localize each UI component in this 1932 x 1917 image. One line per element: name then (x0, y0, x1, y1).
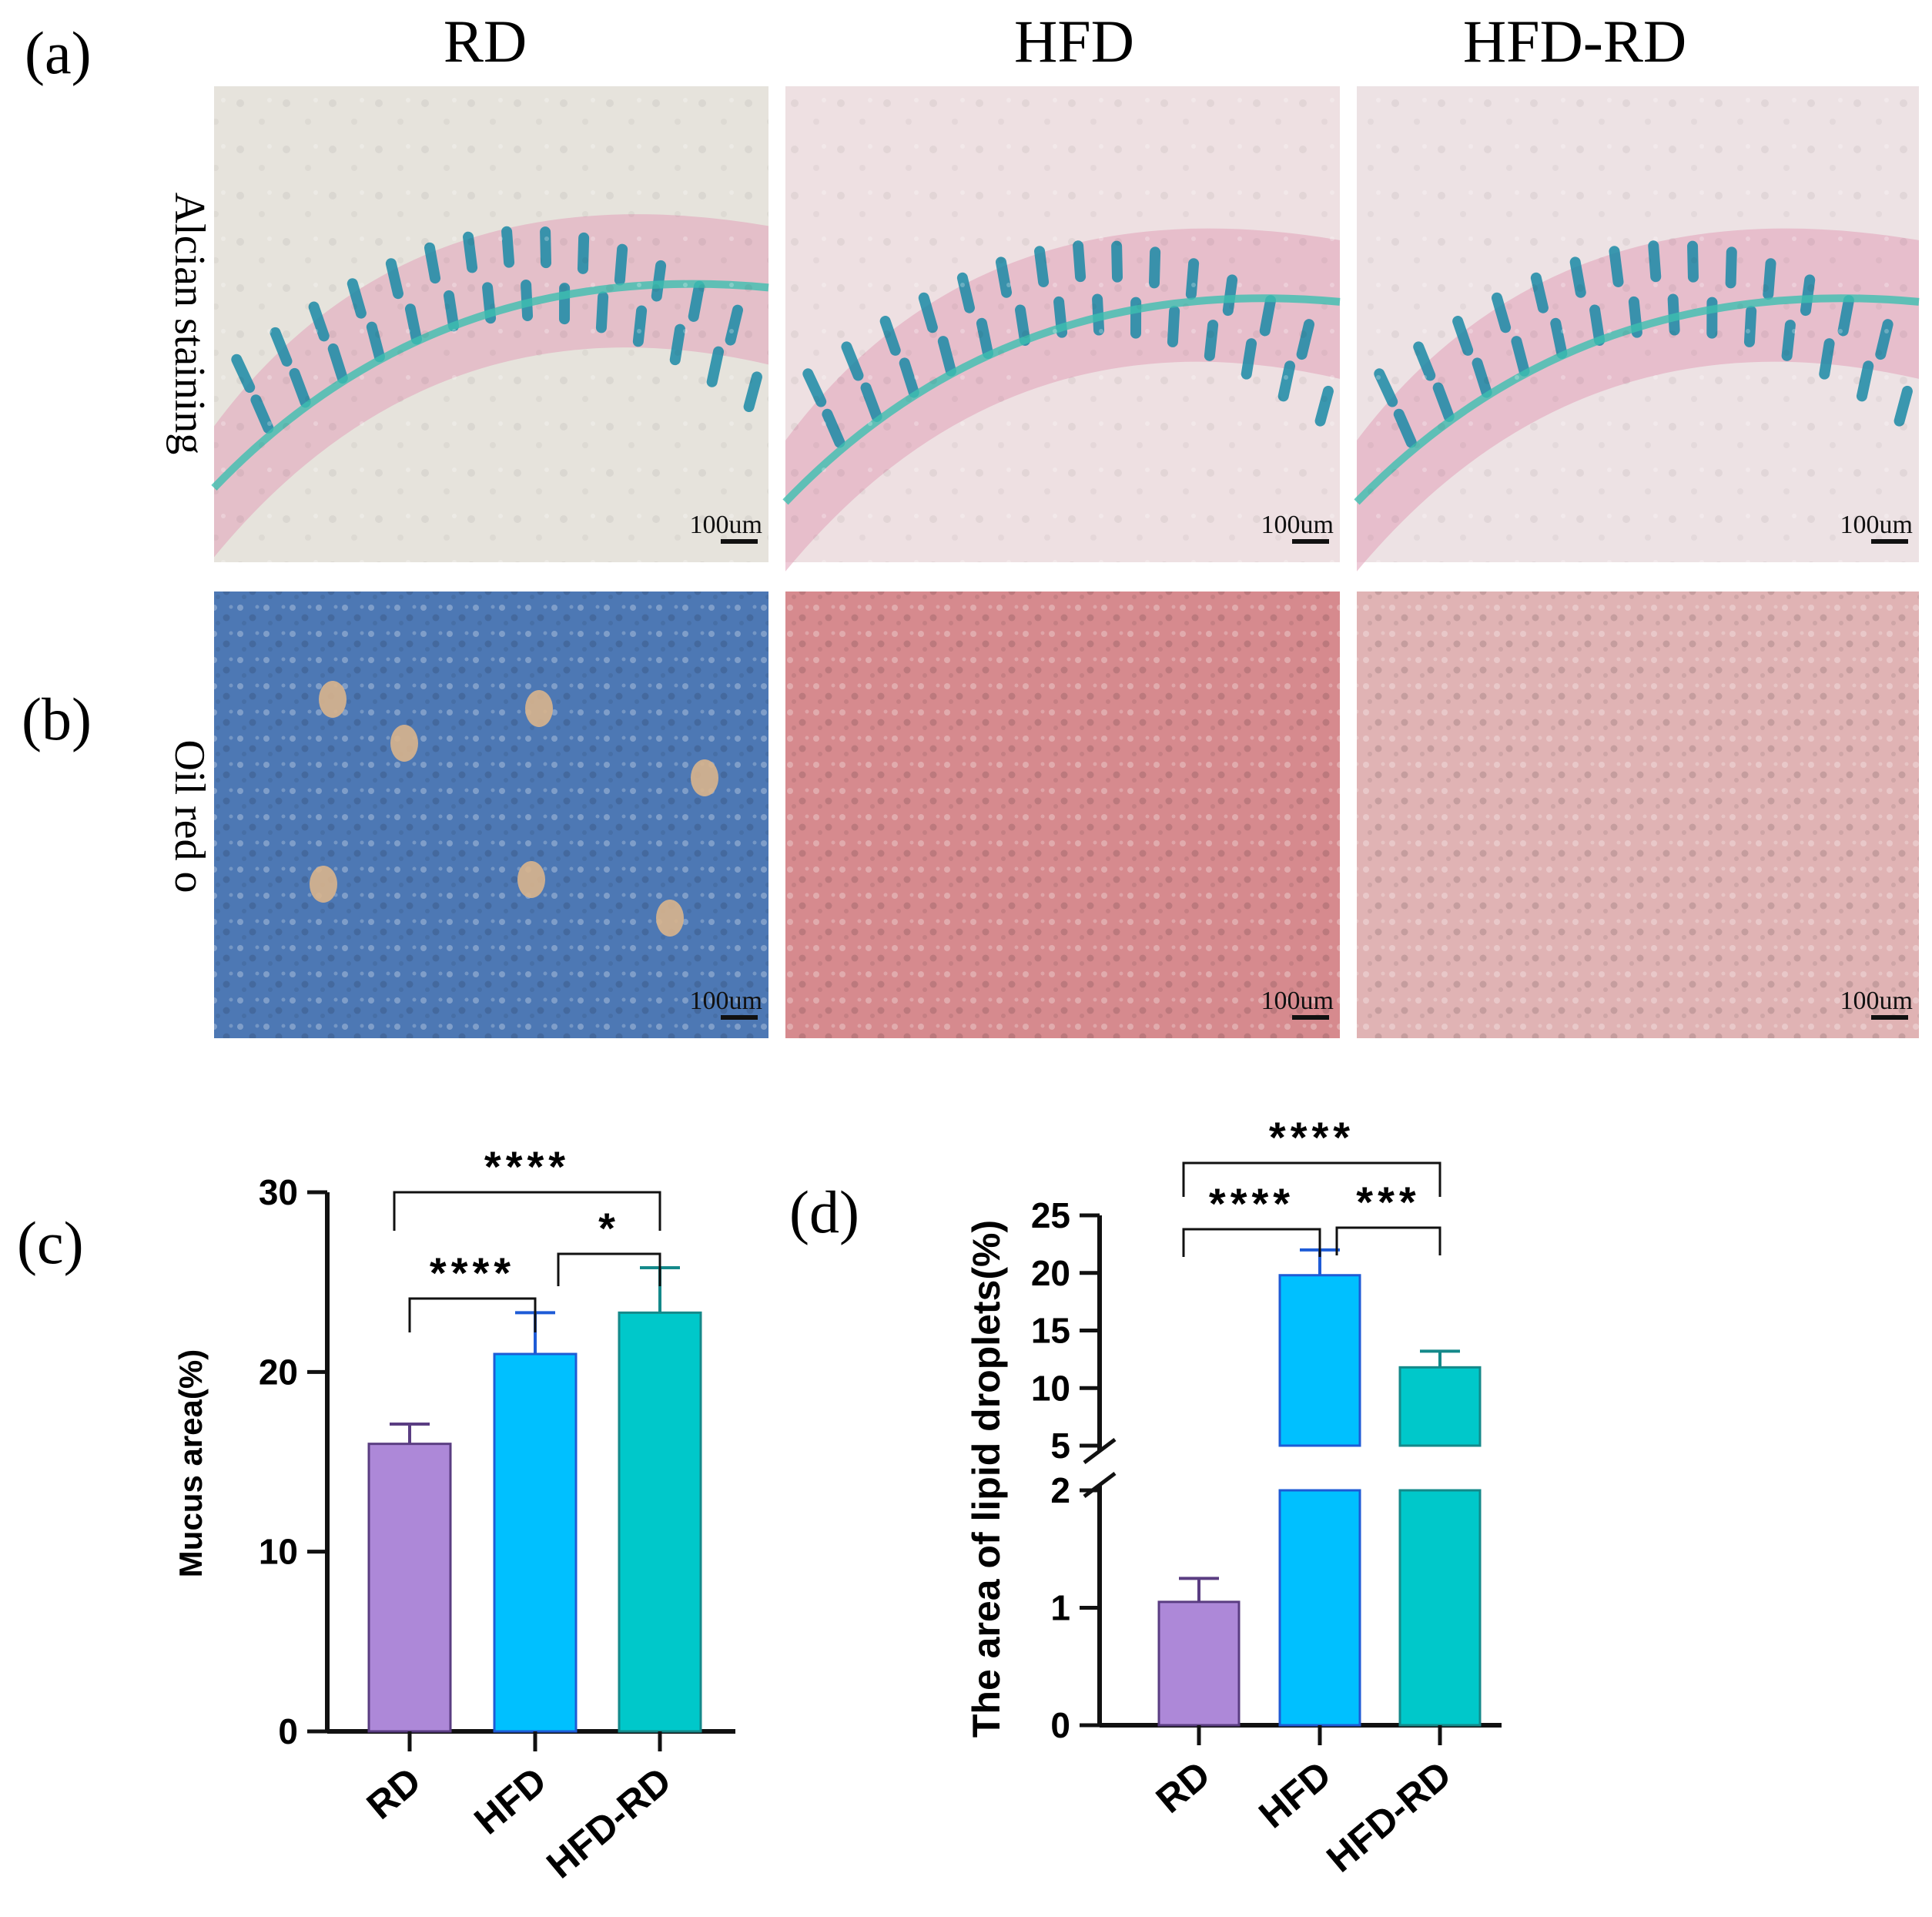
significance-bracket (557, 1252, 661, 1286)
bar-rd (367, 1443, 452, 1733)
alcian-panel-hfd-rd: 100um (1354, 86, 1920, 571)
significance-label: * (598, 1204, 620, 1252)
bar-upper-hfd (1278, 1274, 1361, 1447)
y-tick-label: 10 (1031, 1368, 1070, 1408)
panel-label-b: (b) (22, 685, 92, 752)
y-tick-label: 20 (1031, 1253, 1070, 1293)
alcian-texture-overlay (1357, 86, 1919, 562)
oilred-vessel (517, 861, 545, 898)
scale-bar (1292, 539, 1329, 544)
column-header-rd: RD (444, 8, 527, 75)
oilred-texture-overlay (214, 592, 768, 1038)
oilred-texture-overlay (785, 592, 1340, 1038)
oilred-panel-hfd: 100um (785, 592, 1340, 1038)
bar-rd (1157, 1600, 1241, 1727)
significance-label: *** (1356, 1178, 1420, 1226)
significance-bracket (1182, 1161, 1441, 1197)
oilred-texture-overlay (1357, 592, 1919, 1038)
oilred-panel-rd: 100um (214, 592, 768, 1038)
bar-upper-hfd-rd (1398, 1366, 1482, 1447)
oilred-vessel (390, 725, 418, 762)
x-tick-label-hfd: HFD (1251, 1753, 1339, 1837)
panel-label-d: (d) (789, 1178, 859, 1245)
bar-hfd (493, 1352, 578, 1733)
significance-bracket (1182, 1228, 1321, 1257)
x-tick-label-hfd-rd: HFD-RD (538, 1759, 679, 1887)
scale-bar-label: 100um (1840, 987, 1913, 1015)
x-tick-label-hfd: HFD (466, 1759, 554, 1843)
significance-label: **** (430, 1248, 515, 1297)
x-tick-label-hfd-rd: HFD-RD (1318, 1753, 1459, 1881)
row-label-oilred: Oil red o (166, 739, 213, 893)
significance-bracket (408, 1297, 537, 1332)
scale-bar-label: 100um (690, 511, 762, 539)
y-tick-label: 15 (1031, 1311, 1070, 1351)
y-tick-label: 5 (1050, 1426, 1070, 1466)
oilred-vessel (656, 900, 684, 937)
micrograph-grid: 100um 100um 100um 100um 100um 100um (211, 86, 1920, 1038)
scale-bar (721, 539, 758, 544)
oilred-vessel (691, 759, 718, 796)
alcian-texture-overlay (214, 86, 768, 562)
y-axis-label: Mucus area(%) (172, 1349, 209, 1577)
alcian-panel-hfd: 100um (782, 86, 1341, 571)
y-axis-label: The area of lipid droplets(%) (965, 1220, 1008, 1738)
bar-hfd (1278, 1489, 1361, 1727)
y-tick-label: 20 (259, 1352, 298, 1392)
y-tick-label: 1 (1050, 1588, 1070, 1628)
y-tick-label: 10 (259, 1532, 298, 1572)
x-tick-label-rd: RD (359, 1759, 429, 1828)
scale-bar-label: 100um (690, 987, 762, 1015)
y-tick-label: 2 (1050, 1470, 1070, 1510)
y-tick-label: 0 (1050, 1705, 1070, 1745)
significance-bracket (393, 1191, 661, 1231)
significance-label: **** (484, 1142, 570, 1191)
scale-bar (1871, 539, 1908, 544)
panel-label-a: (a) (25, 19, 92, 86)
bar-hfd-rd (1398, 1489, 1482, 1727)
scale-bar (1871, 1015, 1908, 1020)
y-tick-label: 30 (259, 1172, 298, 1212)
scale-bar (1292, 1015, 1329, 1020)
column-header-hfd: HFD (1014, 8, 1134, 75)
y-tick-label: 0 (278, 1711, 298, 1751)
scale-bar (721, 1015, 758, 1020)
scale-bar-label: 100um (1840, 511, 1913, 539)
oilred-vessel (310, 866, 337, 903)
oilred-vessel (525, 690, 553, 727)
scale-bar-label: 100um (1261, 987, 1334, 1015)
oilred-vessel (319, 681, 347, 718)
significance-bracket (1335, 1226, 1441, 1255)
significance-label: **** (1209, 1179, 1294, 1228)
oilred-panel-hfd-rd: 100um (1357, 592, 1919, 1038)
axis-break-mark (1083, 1472, 1117, 1498)
axis-break-mark (1083, 1438, 1117, 1464)
column-header-hfd-rd: HFD-RD (1463, 8, 1686, 75)
alcian-texture-overlay (785, 86, 1340, 562)
bar-hfd-rd (618, 1311, 702, 1733)
x-tick-label-rd: RD (1148, 1753, 1218, 1821)
significance-label: **** (1269, 1113, 1354, 1161)
panel-label-c: (c) (17, 1209, 84, 1276)
alcian-panel-rd: 100um (211, 86, 769, 562)
scale-bar-label: 100um (1261, 511, 1334, 539)
row-label-alcian: Alcian staining (166, 193, 213, 455)
y-tick-label: 25 (1031, 1195, 1070, 1235)
